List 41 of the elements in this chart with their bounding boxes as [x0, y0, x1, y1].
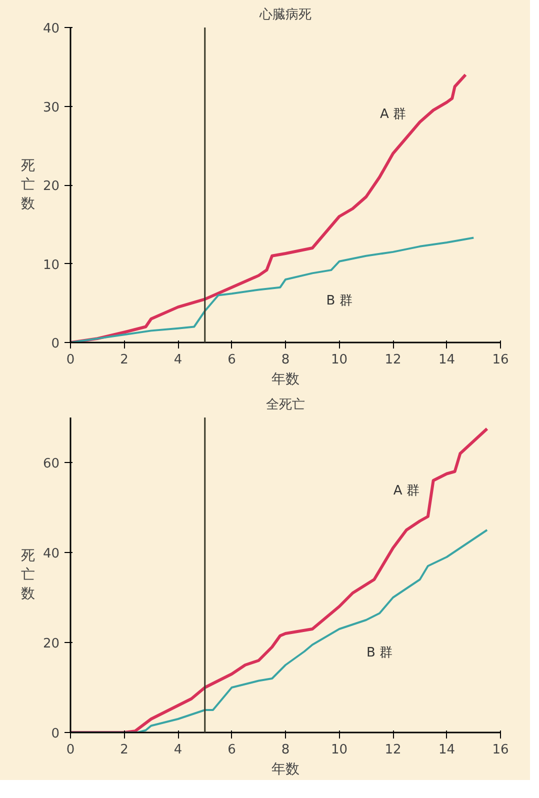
series-label: A 群 [393, 484, 420, 498]
x-tick-label: 16 [492, 352, 509, 368]
line-series [70, 427, 489, 732]
x-axis-title: 年数 [272, 372, 300, 388]
x-tick-label: 6 [228, 742, 236, 758]
x-tick-label: 0 [66, 352, 75, 368]
chart-title: 全死亡 [266, 396, 305, 412]
y-tick-label: 0 [51, 726, 60, 742]
x-tick-label: 10 [330, 352, 348, 368]
x-tick-label: 10 [330, 742, 348, 758]
y-axis-title: 死亡数 [20, 158, 35, 212]
y-tick-label: 40 [42, 546, 60, 562]
line-series [70, 73, 468, 342]
series-label: B 群 [366, 646, 393, 660]
x-tick-label: 6 [228, 352, 236, 368]
x-tick-label: 0 [66, 742, 75, 758]
x-tick-label: 14 [438, 352, 456, 368]
y-tick-label: 0 [51, 336, 60, 352]
x-tick-label: 8 [281, 742, 290, 758]
x-tick-label: 14 [438, 742, 456, 758]
x-axis-title: 年数 [272, 762, 300, 778]
x-tick-label: 8 [281, 352, 290, 368]
x-tick-label: 16 [492, 742, 509, 758]
series-label: A 群 [380, 107, 406, 122]
chart-title: 心臓病死 [258, 6, 312, 22]
y-tick-label: 10 [42, 258, 60, 273]
y-tick-label: 20 [42, 636, 60, 652]
line-series [70, 529, 488, 732]
series-label: B 群 [326, 294, 352, 309]
y-tick-label: 60 [42, 456, 60, 472]
line-series [70, 236, 475, 342]
y-tick-label: 30 [42, 100, 60, 116]
x-tick-label: 12 [384, 352, 402, 368]
x-tick-label: 2 [120, 742, 128, 758]
x-tick-label: 2 [120, 352, 128, 368]
y-axis-title: 死亡数 [20, 548, 35, 602]
y-tick-label: 20 [42, 179, 60, 194]
x-tick-label: 4 [174, 742, 182, 758]
x-tick-label: 12 [384, 742, 402, 758]
y-tick-label: 40 [42, 22, 60, 36]
x-tick-label: 4 [174, 352, 182, 368]
